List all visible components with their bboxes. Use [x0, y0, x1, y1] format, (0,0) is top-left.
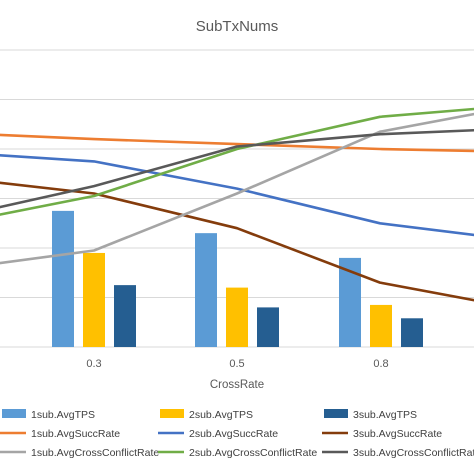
bar-1sub.AvgTPS-0.5 — [195, 233, 217, 347]
legend-swatch — [324, 409, 348, 418]
line-3sub.AvgCrossConflictRate — [0, 128, 474, 209]
legend-swatch — [2, 409, 26, 418]
x-tick-label: 0.5 — [229, 358, 244, 370]
legend: 1sub.AvgTPS 2sub.AvgTPS 3sub.AvgTPS 1sub.Av… — [0, 409, 474, 459]
legend-swatch — [160, 409, 184, 418]
bar-2sub.AvgTPS-0.5 — [226, 287, 248, 347]
bar-3sub.AvgTPS-0.8 — [401, 318, 423, 347]
bar-3sub.AvgTPS-0.3 — [114, 285, 136, 347]
x-tick-label: 0.3 — [86, 358, 101, 370]
bar-layer — [52, 210, 423, 347]
line-3sub.AvgSuccRate — [0, 181, 474, 302]
bar-1sub.AvgTPS-0.3 — [52, 210, 74, 347]
line-1sub.AvgCrossConflictRate — [0, 112, 474, 265]
line-1sub.AvgSuccRate — [0, 133, 474, 153]
line-2sub.AvgCrossConflictRate — [0, 107, 474, 216]
legend-label: 3sub.AvgSuccRate — [353, 428, 442, 440]
x-axis-label: CrossRate — [210, 379, 264, 391]
x-tick-label: 0.8 — [373, 358, 388, 370]
line-layer — [0, 107, 474, 302]
legend-label: 2sub.AvgSuccRate — [189, 428, 278, 440]
chart-title: SubTxNums — [196, 18, 279, 35]
legend-label: 2sub.AvgTPS — [189, 409, 253, 421]
x-tick-labels: 0.3 0.5 0.8 — [86, 358, 388, 370]
legend-label: 1sub.AvgSuccRate — [31, 428, 120, 440]
legend-label: 3sub.AvgCrossConflictRate — [353, 447, 474, 459]
legend-label: 3sub.AvgTPS — [353, 409, 417, 421]
bar-3sub.AvgTPS-0.5 — [257, 307, 279, 347]
bar-2sub.AvgTPS-0.3 — [83, 252, 105, 347]
legend-label: 1sub.AvgTPS — [31, 409, 95, 421]
bar-2sub.AvgTPS-0.8 — [370, 304, 392, 347]
legend-label: 2sub.AvgCrossConflictRate — [189, 447, 317, 459]
bar-1sub.AvgTPS-0.8 — [339, 257, 361, 347]
line-2sub.AvgSuccRate — [0, 154, 474, 237]
legend-label: 1sub.AvgCrossConflictRate — [31, 447, 159, 459]
